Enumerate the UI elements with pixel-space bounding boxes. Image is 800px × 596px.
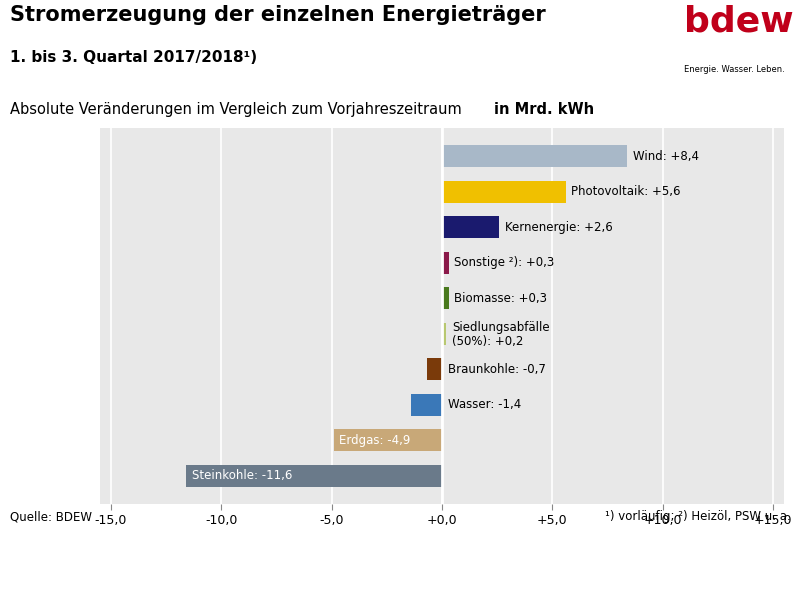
Text: Sonstige ²): +0,3: Sonstige ²): +0,3: [454, 256, 554, 269]
Text: Kernenergie: +2,6: Kernenergie: +2,6: [505, 221, 613, 234]
Bar: [442, 252, 449, 274]
Text: Quelle: BDEW: Quelle: BDEW: [10, 510, 91, 523]
Bar: [186, 464, 442, 486]
Text: Siedlungsabfälle: Siedlungsabfälle: [452, 321, 550, 334]
Text: Photovoltaik: +5,6: Photovoltaik: +5,6: [571, 185, 681, 198]
Bar: [442, 322, 446, 344]
Text: Wasser: -1,4: Wasser: -1,4: [447, 398, 521, 411]
Text: 1. bis 3. Quartal 2017/2018¹): 1. bis 3. Quartal 2017/2018¹): [10, 50, 257, 65]
Text: in Mrd. kWh: in Mrd. kWh: [494, 101, 594, 117]
Text: Energie. Wasser. Leben.: Energie. Wasser. Leben.: [684, 64, 785, 74]
Bar: [442, 216, 499, 238]
Text: BDEW Bundesverband  der: BDEW Bundesverband der: [10, 550, 150, 560]
Bar: [426, 358, 442, 380]
Text: Energie- und Wasserwirtschaft e.V.: Energie- und Wasserwirtschaft e.V.: [10, 575, 191, 585]
Text: ¹) vorläufig; ²) Heizöl, PSW u. a.: ¹) vorläufig; ²) Heizöl, PSW u. a.: [605, 510, 790, 523]
Text: Steinkohle: -11,6: Steinkohle: -11,6: [191, 469, 292, 482]
Bar: [442, 181, 566, 203]
Text: Wind: +8,4: Wind: +8,4: [633, 150, 699, 163]
Bar: [411, 393, 442, 415]
Bar: [442, 145, 627, 167]
Text: Stromerzeugung der einzelnen Energieträger: Stromerzeugung der einzelnen Energieträg…: [10, 5, 546, 24]
Text: Biomasse: +0,3: Biomasse: +0,3: [454, 291, 547, 305]
Bar: [334, 429, 442, 451]
Text: Erdgas: -4,9: Erdgas: -4,9: [339, 433, 410, 446]
Text: Braunkohle: -0,7: Braunkohle: -0,7: [447, 362, 546, 375]
Text: (50%): +0,2: (50%): +0,2: [452, 335, 523, 348]
Text: Stromwirtschaft 1. bis 3. Quartal 2018: Stromwirtschaft 1. bis 3. Quartal 2018: [304, 560, 518, 570]
Text: Absolute Veränderungen im Vergleich zum Vorjahreszeitraum: Absolute Veränderungen im Vergleich zum …: [10, 101, 466, 117]
Text: bdew: bdew: [684, 5, 794, 39]
Bar: [442, 287, 449, 309]
